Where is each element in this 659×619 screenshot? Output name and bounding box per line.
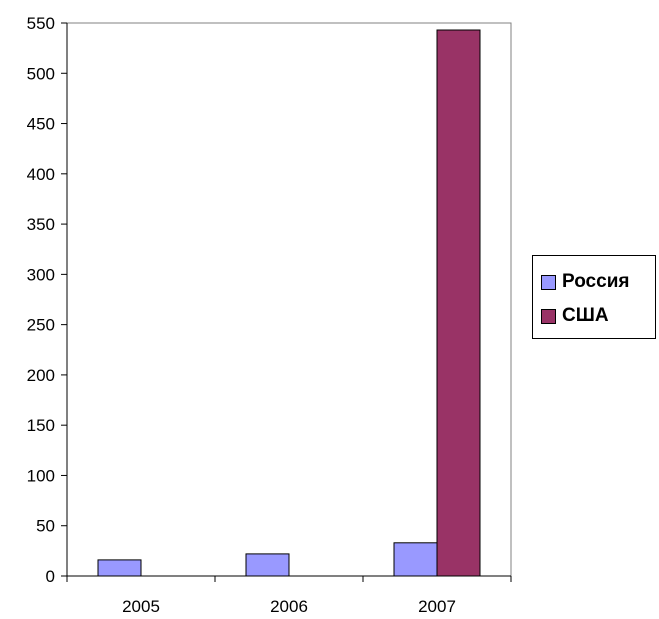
y-tick-label: 0 (46, 567, 55, 586)
y-tick-label: 400 (27, 165, 55, 184)
y-tick-label: 350 (27, 215, 55, 234)
y-tick-label: 450 (27, 115, 55, 134)
plot-area-border (67, 22, 512, 576)
bar-russia-2006 (245, 553, 290, 577)
y-axis-ticks: 0 50 100 150 200 250 300 350 400 450 500 550 (27, 14, 67, 586)
y-tick-label: 150 (27, 416, 55, 435)
legend-label-usa: США (562, 305, 609, 326)
x-tick-label: 2007 (418, 597, 456, 616)
y-tick-label: 100 (27, 466, 55, 485)
x-tick-label: 2005 (122, 597, 160, 616)
bar-russia-2005 (97, 559, 142, 577)
plot-area (67, 22, 512, 576)
legend-item-usa: США (541, 304, 609, 328)
bar-russia-2007 (393, 542, 438, 577)
legend-swatch-usa (541, 308, 556, 324)
y-tick-label: 300 (27, 265, 55, 284)
bars (97, 29, 481, 577)
x-tick-label: 2006 (270, 597, 308, 616)
y-tick-label: 200 (27, 366, 55, 385)
y-tick-label: 500 (27, 64, 55, 83)
y-tick-label: 250 (27, 316, 55, 335)
axes (66, 23, 511, 577)
x-axis-ticks: 2005 2006 2007 (66, 576, 512, 616)
y-tick-label: 50 (36, 517, 55, 536)
bar-usa-2007 (436, 29, 481, 577)
legend: Россия США (532, 255, 656, 339)
legend-swatch-russia (541, 274, 556, 290)
legend-item-russia: Россия (541, 270, 629, 294)
y-tick-label: 550 (27, 14, 55, 33)
legend-label-russia: Россия (562, 271, 630, 292)
